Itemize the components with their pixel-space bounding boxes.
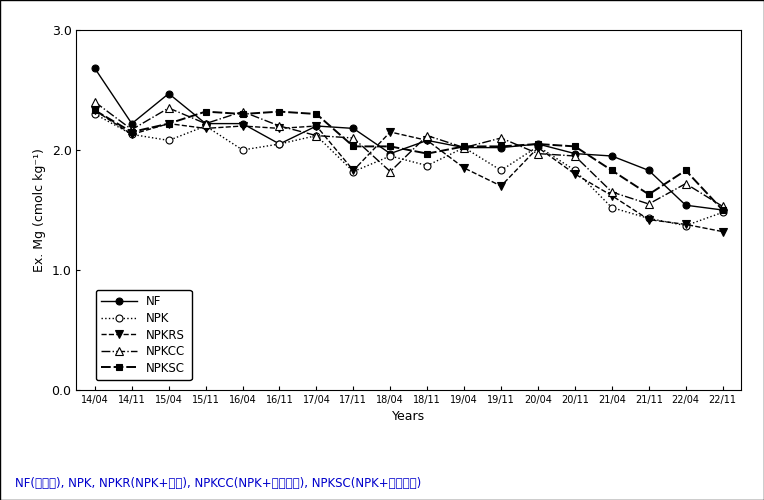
NPKCC xyxy=(644,201,653,207)
NPKSC xyxy=(422,150,432,156)
NF xyxy=(164,90,173,96)
NPK xyxy=(386,153,395,159)
NPK xyxy=(533,144,542,150)
NPKRS xyxy=(681,222,691,228)
NPKRS xyxy=(422,138,432,143)
NPKSC xyxy=(90,108,99,114)
NPKCC xyxy=(460,144,469,150)
Text: NF(무비구), NPK, NPKR(NPK+볏짚), NPKCC(NPK+우분퇴비), NPKSC(NPK+돈분퇴비): NF(무비구), NPK, NPKR(NPK+볏짚), NPKCC(NPK+우분… xyxy=(15,477,422,490)
NPKSC xyxy=(238,111,248,117)
NPKCC xyxy=(533,150,542,156)
NPK xyxy=(497,168,506,173)
NPKRS xyxy=(533,144,542,150)
NF xyxy=(348,126,358,132)
NPKCC xyxy=(275,123,284,129)
NF xyxy=(90,66,99,71)
NPKRS xyxy=(128,132,137,138)
NPKCC xyxy=(422,132,432,138)
NPKSC xyxy=(533,141,542,147)
NPKSC xyxy=(128,129,137,135)
NPKSC xyxy=(460,144,469,150)
Line: NPKRS: NPKRS xyxy=(91,106,727,236)
NPK xyxy=(681,222,691,228)
NPKSC xyxy=(201,108,210,114)
NF xyxy=(497,144,506,150)
NPK xyxy=(238,147,248,153)
NPKSC xyxy=(386,144,395,150)
NPKCC xyxy=(312,132,321,138)
NF xyxy=(422,138,432,143)
Line: NPK: NPK xyxy=(92,110,726,229)
NPKRS xyxy=(275,126,284,132)
NF xyxy=(644,168,653,173)
NF xyxy=(238,120,248,126)
NPK xyxy=(90,111,99,117)
NPKRS xyxy=(570,171,580,177)
NPKCC xyxy=(497,135,506,141)
NF xyxy=(386,150,395,156)
NPKSC xyxy=(607,168,617,173)
NPK xyxy=(570,168,580,173)
NPKRS xyxy=(386,129,395,135)
X-axis label: Years: Years xyxy=(392,410,426,424)
NPK xyxy=(644,216,653,222)
NPKCC xyxy=(238,108,248,114)
NPKRS xyxy=(644,216,653,222)
Line: NF: NF xyxy=(92,65,726,214)
NPKCC xyxy=(570,153,580,159)
NPKSC xyxy=(570,144,580,150)
NF xyxy=(275,141,284,147)
NF xyxy=(607,153,617,159)
NF xyxy=(533,141,542,147)
NPKRS xyxy=(90,108,99,114)
NPKSC xyxy=(681,168,691,173)
NF xyxy=(681,202,691,208)
NPKRS xyxy=(460,165,469,171)
NPKRS xyxy=(312,123,321,129)
NPKCC xyxy=(128,126,137,132)
NPK xyxy=(607,204,617,210)
NPK xyxy=(128,132,137,138)
NPKRS xyxy=(164,120,173,126)
NPKSC xyxy=(312,111,321,117)
Line: NPKSC: NPKSC xyxy=(92,107,726,214)
Legend: NF, NPK, NPKRS, NPKCC, NPKSC: NF, NPK, NPKRS, NPKCC, NPKSC xyxy=(96,290,192,380)
NPK xyxy=(460,144,469,150)
NPKSC xyxy=(164,120,173,126)
NF xyxy=(312,123,321,129)
NPK xyxy=(348,168,358,174)
NPKCC xyxy=(348,135,358,141)
NPKCC xyxy=(607,189,617,195)
NPKSC xyxy=(497,144,506,150)
NPKRS xyxy=(238,123,248,129)
NPK xyxy=(422,162,432,168)
NPKCC xyxy=(681,180,691,186)
NPKCC xyxy=(386,168,395,174)
NPK xyxy=(275,141,284,147)
NPK xyxy=(718,210,727,216)
NPKCC xyxy=(90,99,99,105)
NPKSC xyxy=(718,207,727,213)
NF xyxy=(570,150,580,156)
NF xyxy=(128,120,137,126)
NPKSC xyxy=(644,192,653,198)
Y-axis label: Ex. Mg (cmolc kg⁻¹): Ex. Mg (cmolc kg⁻¹) xyxy=(33,148,46,272)
NPKRS xyxy=(497,183,506,189)
NPKRS xyxy=(201,126,210,132)
NF xyxy=(718,207,727,213)
NPKCC xyxy=(718,204,727,210)
NPKCC xyxy=(201,120,210,126)
NPKRS xyxy=(607,192,617,198)
NPK xyxy=(312,132,321,138)
NPK xyxy=(201,123,210,129)
NPKRS xyxy=(348,168,358,173)
NPKCC xyxy=(164,105,173,111)
Line: NPKCC: NPKCC xyxy=(91,98,727,210)
NPK xyxy=(164,138,173,143)
NPKRS xyxy=(718,228,727,234)
NF xyxy=(460,144,469,150)
NPKSC xyxy=(348,144,358,150)
NPKSC xyxy=(275,108,284,114)
NF xyxy=(201,120,210,126)
